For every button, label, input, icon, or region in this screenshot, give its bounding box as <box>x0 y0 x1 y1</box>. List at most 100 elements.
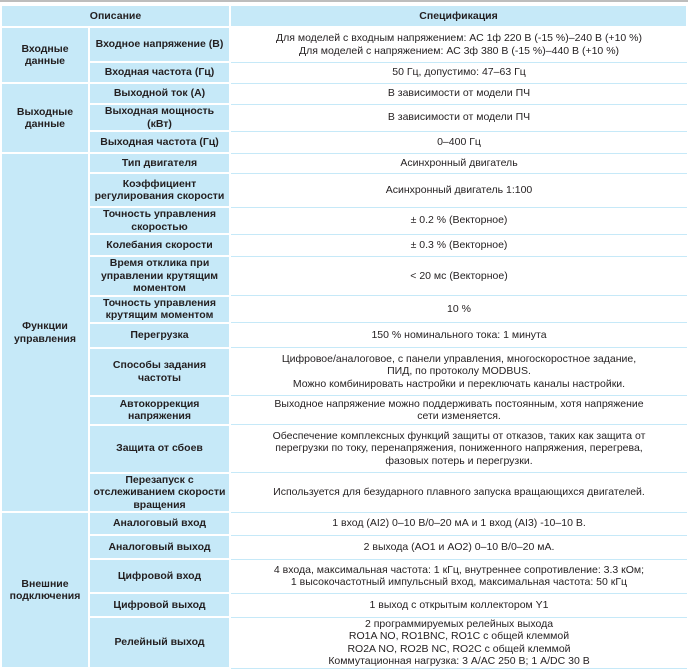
row-label: Выходной ток (А) <box>87 82 232 105</box>
row-label: Выходная частота (Гц) <box>87 130 232 154</box>
row-value: 50 Гц, допустимо: 47–63 Гц <box>230 62 687 84</box>
value-line: Асинхронный двигатель 1:100 <box>385 183 533 196</box>
row-value: 150 % номинального тока: 1 минута <box>230 322 687 348</box>
table-row: Цифровой выход 1 выход с открытым коллект… <box>1 592 687 618</box>
table-row: Точность управления скоростью ± 0.2 % (Ве… <box>1 206 687 235</box>
table-row: Входные данные Входное напряжение (В) Для … <box>0 26 687 84</box>
value-line: 1 выход с открытым коллектором Y1 <box>369 598 549 611</box>
row-value: 2 выхода (AO1 и AO2) 0–10 В/0–20 мА. <box>230 535 687 560</box>
spec-table: Описание Спецификация Входные данные Вход… <box>0 4 688 669</box>
row-value: Обеспечение комплексных функций защиты о… <box>230 424 687 473</box>
group-title: Внешние подключения <box>0 511 90 669</box>
row-value: ± 0.3 % (Векторное) <box>230 234 687 257</box>
row-value: < 20 мс (Векторное) <box>230 256 687 296</box>
row-label: Цифровой вход <box>87 558 232 594</box>
row-label: Защита от сбоев <box>87 423 232 474</box>
value-line: Асинхронный двигатель <box>400 156 518 169</box>
row-label: Входная частота (Гц) <box>87 61 232 84</box>
value-line: ± 0.2 % (Векторное) <box>410 214 508 227</box>
row-value: Выходное напряжение можно поддерживать п… <box>230 395 687 425</box>
row-value: Асинхронный двигатель 1:100 <box>230 173 687 208</box>
value-line: RO2A NO, RO2B NC, RO2C с общей клеммой <box>347 642 571 655</box>
row-label: Способы задания частоты <box>87 346 232 397</box>
row-value: Используется для безударного плавного за… <box>230 472 687 513</box>
row-label: Коэффициент регулирования скорости <box>87 172 232 208</box>
value-line: Коммутационная нагрузка: 3 А/АС 250 В; 1… <box>328 655 590 667</box>
value-line: 0–400 Гц <box>437 135 481 148</box>
row-value: 0–400 Гц <box>230 131 687 154</box>
table-row: Внешние подключения Аналоговый вход 1 вход… <box>0 511 687 669</box>
row-label: Колебания скорости <box>87 233 232 257</box>
value-line: 150 % номинального тока: 1 минута <box>371 328 547 341</box>
value-line: перегрузки по току, перенапряжения, пони… <box>275 442 643 455</box>
group-title: Функции управления <box>0 152 90 513</box>
value-line: Для моделей с входным напряжением: АС 1ф… <box>276 32 642 45</box>
table-row: Защита от сбоев Обеспечение комплексных ф… <box>1 423 687 474</box>
row-label: Автокоррекция напряжения <box>87 394 232 426</box>
table-row: Автокоррекция напряжения Выходное напряже… <box>1 394 687 426</box>
row-label: Перегрузка <box>87 321 232 349</box>
value-line: Обеспечение комплексных функций защиты о… <box>272 429 646 442</box>
value-line: Используется для безударного плавного за… <box>273 486 645 498</box>
row-label: Точность управления крутящим моментом <box>87 294 232 324</box>
row-label: Точность управления скоростью <box>87 206 232 235</box>
header-specification: Спецификация <box>229 4 688 28</box>
value-line: 1 высокочастотный импульсный вход, макси… <box>290 576 628 588</box>
row-value: 4 входа, максимальная частота: 1 кГц, вн… <box>230 559 687 594</box>
value-line: RO1A NO, RO1BNC, RO1C с общей клеммой <box>348 630 570 642</box>
table-row: Перезапуск с отслеживанием скорости вращ… <box>1 471 687 513</box>
value-line: 50 Гц, допустимо: 47–63 Гц <box>392 66 526 79</box>
row-value: 1 выход с открытым коллектором Y1 <box>230 593 687 618</box>
row-label: Аналоговый выход <box>87 534 232 560</box>
row-value: ± 0.2 % (Векторное) <box>230 207 687 235</box>
group-title: Входные данные <box>0 26 90 84</box>
value-line: фазовых потерь и перегрузки. <box>385 454 533 467</box>
value-line: 10 % <box>447 302 471 315</box>
row-value: В зависимости от модели ПЧ <box>230 104 687 132</box>
value-line: Для моделей с напряжением: АС 3ф 380 В (… <box>298 44 620 57</box>
table-row: Цифровой вход 4 входа, максимальная часто… <box>1 558 687 594</box>
value-line: 1 вход (AI2) 0–10 В/0–20 мА и 1 вход (AI… <box>332 517 586 530</box>
table-row: Перегрузка 150 % номинального тока: 1 мин… <box>1 321 687 349</box>
top-rule <box>0 0 688 2</box>
value-line: В зависимости от модели ПЧ <box>387 111 531 124</box>
value-line: Выходное напряжение можно поддерживать п… <box>274 397 644 410</box>
table-row: Коэффициент регулирования скорости Асинхр… <box>1 172 687 208</box>
row-label: Входное напряжение (В) <box>87 26 232 63</box>
row-value: 10 % <box>230 295 687 323</box>
table-row: Аналоговый выход 2 выхода (AO1 и AO2) 0–1… <box>1 534 687 560</box>
table-row: Время отклика при управлении крутящим мо… <box>1 255 687 297</box>
row-label: Цифровой выход <box>87 592 232 618</box>
table-row: Способы задания частоты Цифровое/аналогов… <box>1 346 687 397</box>
row-label: Перезапуск с отслеживанием скорости вращ… <box>87 471 232 513</box>
table-row: Колебания скорости ± 0.3 % (Векторное) <box>1 233 687 257</box>
value-line: сети изменяется. <box>417 410 501 422</box>
row-value: 1 вход (AI2) 0–10 В/0–20 мА и 1 вход (AI… <box>230 512 687 536</box>
table-row: Точность управления крутящим моментом 10 … <box>1 294 687 324</box>
row-value: В зависимости от модели ПЧ <box>230 83 687 105</box>
row-label: Время отклика при управлении крутящим мо… <box>87 255 232 297</box>
row-value: Для моделей с входным напряжением: АС 1ф… <box>230 27 687 63</box>
row-value: Цифровое/аналоговое, с панели управления… <box>230 347 687 396</box>
value-line: 2 выхода (AO1 и AO2) 0–10 В/0–20 мА. <box>363 540 555 553</box>
table-row: Функции управления Тип двигателя Асинхронн… <box>0 152 687 513</box>
row-label: Выходная мощность (кВт) <box>87 103 232 132</box>
value-line: Можно комбинировать настройки и переключ… <box>292 377 626 390</box>
group-title: Выходные данные <box>0 82 90 154</box>
row-label: Аналоговый вход <box>87 511 232 536</box>
value-line: 4 входа, максимальная частота: 1 кГц, вн… <box>273 563 645 576</box>
header-description: Описание <box>0 4 232 28</box>
value-line: В зависимости от модели ПЧ <box>387 87 531 100</box>
value-line: Цифровое/аналоговое, с панели управления… <box>281 352 637 365</box>
table-row: Релейный выход 2 программируемых релейных… <box>1 616 687 669</box>
table-row: Входная частота (Гц) 50 Гц, допустимо: 47… <box>1 61 687 84</box>
row-label: Релейный выход <box>87 616 232 669</box>
header-row: Описание Спецификация <box>0 4 688 28</box>
table-row: Выходные данные Выходной ток (А) В зависим… <box>0 82 687 154</box>
value-line: ПИД, по протоколу MODBUS. <box>387 365 531 378</box>
row-label: Тип двигателя <box>87 152 232 174</box>
row-value: Асинхронный двигатель <box>230 153 687 174</box>
table-row: Выходная мощность (кВт) В зависимости от … <box>1 103 687 132</box>
value-line: ± 0.3 % (Векторное) <box>410 238 508 251</box>
value-line: 2 программируемых релейных выхода <box>364 617 554 630</box>
